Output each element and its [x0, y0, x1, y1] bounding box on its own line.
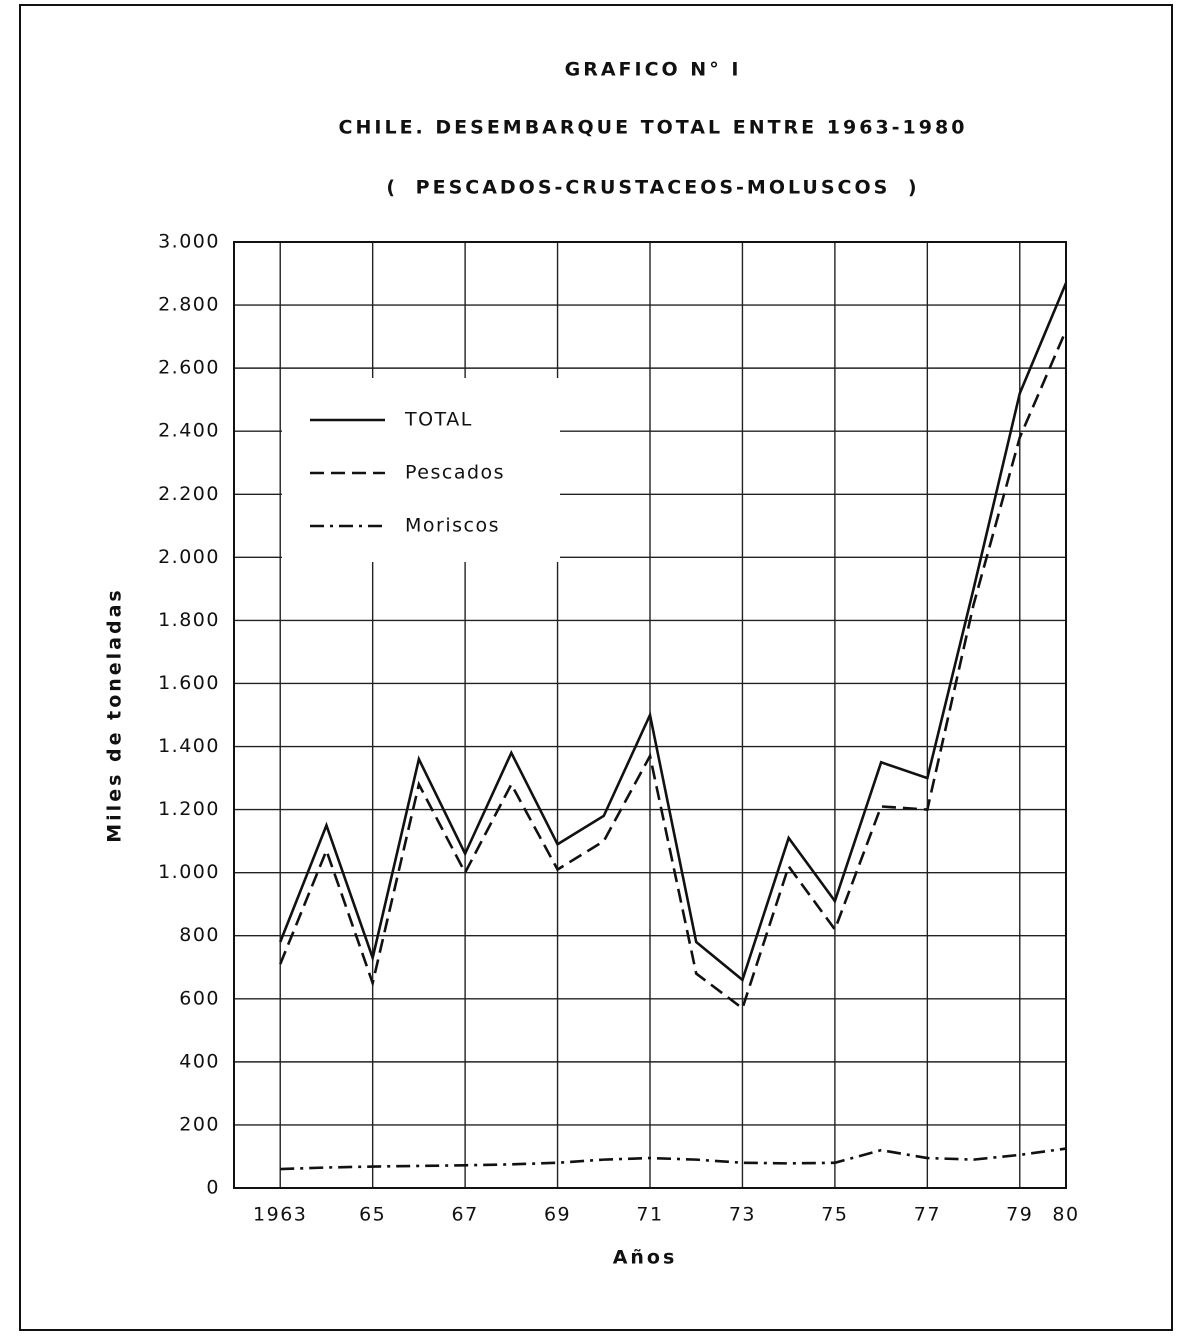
- y-tick-label: 1.600: [158, 672, 220, 694]
- y-tick-label: 800: [179, 924, 220, 946]
- x-tick-label: 73: [729, 1204, 756, 1226]
- frame: [19, 4, 1173, 1331]
- series-line: [280, 1147, 1067, 1171]
- y-tick-label: 1.000: [158, 861, 220, 883]
- y-tick-label: 2.800: [158, 294, 220, 316]
- x-tick-label: 80: [1052, 1204, 1079, 1226]
- x-tick-label: 77: [914, 1204, 941, 1226]
- y-tick-label: 200: [179, 1113, 220, 1135]
- legend-box: [282, 378, 560, 562]
- y-tick-label: 1.800: [158, 609, 220, 631]
- y-tick-label: 600: [179, 987, 220, 1009]
- x-tick-label: 79: [1006, 1204, 1033, 1226]
- x-tick-label: 67: [452, 1204, 479, 1226]
- y-tick-label: 2.200: [158, 483, 220, 505]
- y-tick-label: 2.400: [158, 420, 220, 442]
- chart-subtitle: ( PESCADOS-CRUSTACEOS-MOLUSCOS ): [386, 177, 919, 199]
- legend-label: TOTAL: [404, 409, 473, 431]
- series-line: [279, 329, 1068, 1011]
- legend-label: Pescados: [405, 462, 505, 484]
- legend-label: Moriscos: [405, 515, 500, 537]
- y-tick-label: 2.000: [158, 546, 220, 568]
- y-tick-label: 3.000: [158, 231, 220, 253]
- y-tick-label: 1.400: [158, 735, 220, 757]
- x-tick-label: 65: [359, 1204, 386, 1226]
- y-axis-label: Miles de toneladas: [104, 587, 126, 842]
- x-axis-label: Años: [613, 1247, 678, 1269]
- x-tick-label: 1963: [253, 1204, 307, 1226]
- plot-frame: [233, 241, 1067, 1189]
- chart-subtitle: CHILE. DESEMBARQUE TOTAL ENTRE 1963-1980: [339, 117, 968, 139]
- y-tick-label: 1.200: [158, 798, 220, 820]
- x-tick-label: 71: [636, 1204, 663, 1226]
- series-line: [279, 282, 1068, 983]
- y-tick-label: 0: [206, 1177, 220, 1199]
- x-tick-label: 75: [821, 1204, 848, 1226]
- y-tick-label: 2.600: [158, 357, 220, 379]
- y-tick-label: 400: [179, 1050, 220, 1072]
- chart-title: GRAFICO N° I: [565, 59, 742, 81]
- x-tick-label: 69: [544, 1204, 571, 1226]
